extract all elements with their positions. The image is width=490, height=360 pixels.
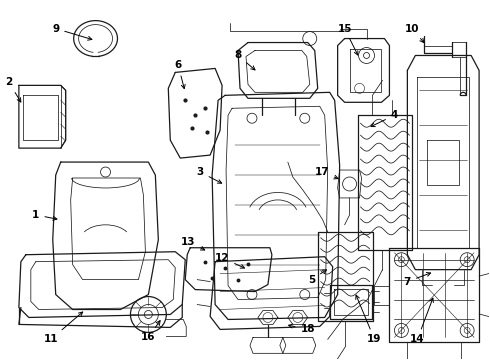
- Text: 18: 18: [289, 324, 315, 334]
- Text: 5: 5: [308, 270, 326, 285]
- Text: 10: 10: [405, 24, 424, 42]
- Text: 15: 15: [337, 24, 358, 55]
- Text: 16: 16: [141, 321, 160, 342]
- Text: 12: 12: [215, 253, 245, 268]
- Text: 13: 13: [181, 237, 205, 250]
- Text: 3: 3: [196, 167, 221, 183]
- Text: 6: 6: [174, 60, 185, 89]
- Text: 7: 7: [404, 273, 431, 287]
- Text: 2: 2: [5, 77, 21, 102]
- Text: 9: 9: [52, 24, 92, 40]
- Text: 14: 14: [410, 298, 433, 345]
- Text: 8: 8: [234, 50, 255, 70]
- Text: 4: 4: [371, 110, 398, 127]
- Text: 11: 11: [44, 312, 83, 345]
- Text: 19: 19: [356, 295, 382, 345]
- Text: 1: 1: [32, 210, 57, 220]
- Text: 17: 17: [315, 167, 338, 179]
